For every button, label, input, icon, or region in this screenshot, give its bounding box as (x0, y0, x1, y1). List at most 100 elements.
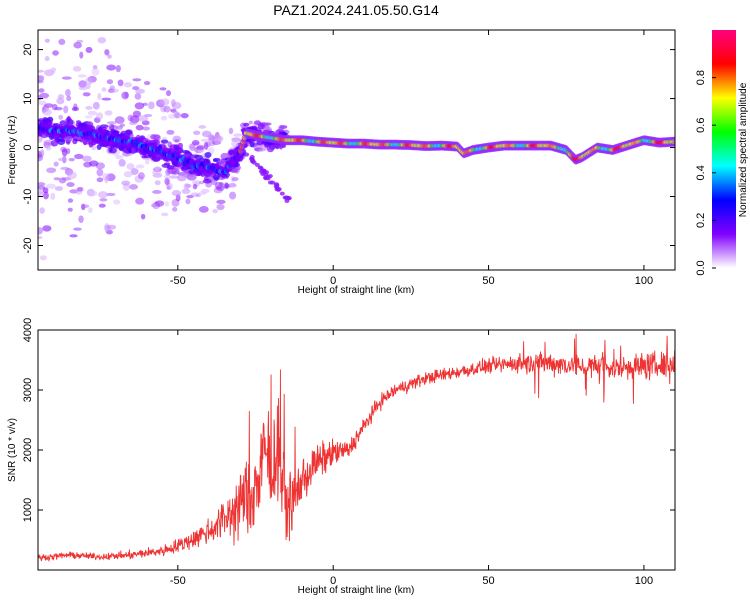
x-tick-label: 0 (330, 275, 336, 287)
spectral-blob (73, 41, 82, 49)
spectrogram-heatmap (38, 37, 675, 261)
x-tick-label: 0 (330, 575, 336, 587)
spectral-blob (204, 151, 212, 158)
spectral-blob (172, 207, 178, 212)
spectral-blob (135, 197, 145, 205)
spectral-blob (123, 82, 133, 88)
spectral-blob (45, 145, 52, 151)
spectral-blob (254, 162, 260, 167)
spectral-blob (160, 115, 168, 121)
spectral-blob (263, 122, 272, 126)
spectral-blob (174, 139, 180, 143)
spectral-blob (164, 177, 170, 185)
spectral-blob (180, 112, 189, 119)
spectral-blob (243, 122, 250, 127)
spectral-blob (85, 105, 93, 110)
spectral-blob (91, 145, 97, 151)
spectral-blob (228, 183, 237, 188)
spectral-blob (67, 198, 74, 203)
ridge-halo (672, 136, 675, 147)
spectral-blob (274, 183, 280, 188)
spectral-blob (212, 208, 218, 214)
y-tick-label: -10 (22, 189, 34, 205)
spectral-blob (61, 76, 72, 80)
spectral-blob (63, 105, 69, 114)
spectral-blob (71, 106, 79, 112)
spectral-blob (134, 102, 145, 110)
colorbar-tick-label: 0.6 (695, 118, 707, 133)
spectral-blob (56, 97, 65, 105)
spectral-blob (109, 147, 117, 154)
spectral-blob (191, 179, 202, 185)
spectral-blob (69, 234, 78, 238)
x-tick-label: 100 (635, 275, 653, 287)
spectral-blob (261, 169, 267, 174)
spectral-blob (248, 120, 253, 125)
spectral-blob (231, 139, 239, 148)
spectral-blob (102, 173, 110, 181)
spectral-blob (152, 169, 162, 175)
spectral-blob (257, 165, 263, 170)
spectral-blob (67, 171, 77, 180)
spectral-blob (266, 145, 275, 153)
x-tick-label: -50 (170, 575, 186, 587)
spectral-blob (163, 162, 171, 166)
spectral-blob (121, 180, 131, 186)
spectral-blob (126, 163, 135, 170)
spectral-blob (42, 225, 52, 232)
spectral-blob (150, 203, 158, 208)
spectrogram-frame (37, 29, 676, 271)
spectral-blob (116, 125, 123, 130)
spectral-blob (134, 93, 142, 100)
spectral-blob (38, 153, 44, 162)
spectral-blob (97, 37, 107, 44)
spectral-blob (58, 114, 64, 120)
spectral-blob (67, 207, 73, 212)
spectral-blob (163, 175, 170, 179)
spectral-blob (154, 180, 161, 186)
spectral-blob (38, 186, 45, 194)
spectral-blob (38, 69, 45, 73)
spectrogram-ticks: -50 0 50 100 -20 -10 0 10 20 (22, 30, 675, 287)
spectral-blob (276, 187, 282, 192)
spectral-blob (58, 177, 67, 184)
spectral-blob (127, 114, 134, 122)
spectral-blob (66, 116, 71, 123)
spectral-blob (279, 191, 285, 196)
spectral-blob (73, 227, 82, 231)
spectral-blob (202, 178, 212, 184)
spectral-blob (138, 172, 145, 180)
spectral-blob (38, 227, 44, 235)
spectral-blob (198, 206, 209, 213)
spectral-blob (192, 183, 198, 190)
colorbar-label: Normalized spectral amplitude (738, 82, 749, 217)
spectral-blob (44, 56, 50, 62)
spectral-blob (66, 95, 72, 102)
spectral-blob (198, 125, 207, 129)
spectral-blob (270, 180, 276, 185)
spectral-blob (171, 190, 182, 197)
spectral-blob (130, 168, 139, 176)
spectral-blob (61, 148, 68, 157)
spectral-blob (82, 155, 92, 162)
spectral-blob (92, 101, 100, 110)
spectral-blob (233, 133, 243, 137)
spectral-blob (68, 157, 75, 162)
spectral-blob (131, 147, 136, 154)
spectrogram-ylabel: Frequency (Hz) (7, 116, 18, 185)
colorbar-gradient (712, 30, 736, 268)
spectral-blob (43, 191, 49, 200)
spectral-blob (38, 100, 47, 106)
x-tick-label: 50 (482, 275, 494, 287)
spectral-blob (144, 113, 153, 118)
colorbar-ticks: 0.0 0.2 0.4 0.6 0.8 (695, 70, 716, 276)
spectral-blob (43, 139, 53, 146)
colorbar: 0.0 0.2 0.4 0.6 0.8 Normalized spectral ampl… (695, 30, 749, 276)
spectral-blob (113, 199, 121, 205)
spectral-blob (152, 189, 162, 194)
spectral-blob (38, 182, 46, 187)
spectral-blob (38, 80, 44, 84)
spectral-blob (272, 144, 281, 148)
spectral-blob (135, 124, 144, 131)
spectral-blob (82, 92, 91, 97)
